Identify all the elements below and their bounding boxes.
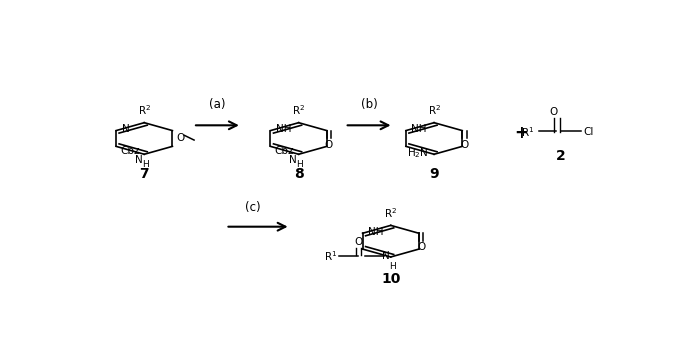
Text: O: O (549, 107, 558, 117)
Text: H$_2$N: H$_2$N (407, 147, 428, 160)
Text: N: N (289, 155, 297, 165)
Text: Cbz: Cbz (275, 146, 294, 156)
Text: (c): (c) (245, 200, 261, 213)
Text: N: N (122, 124, 129, 134)
Text: 10: 10 (381, 272, 401, 286)
Text: NH: NH (368, 227, 384, 237)
Text: R$^2$: R$^2$ (138, 103, 151, 117)
Text: (b): (b) (361, 98, 377, 111)
Text: 2: 2 (556, 148, 565, 162)
Text: H: H (296, 160, 303, 169)
Text: H: H (389, 262, 396, 271)
Text: N: N (382, 251, 389, 261)
Text: O: O (417, 242, 425, 252)
Text: 9: 9 (429, 167, 439, 181)
Text: R$^2$: R$^2$ (292, 103, 305, 117)
Text: 7: 7 (139, 167, 149, 181)
Text: O: O (354, 237, 362, 247)
Text: Cl: Cl (583, 127, 593, 137)
Text: 8: 8 (294, 167, 303, 181)
Text: H: H (142, 160, 149, 169)
Text: (a): (a) (209, 98, 226, 111)
Text: N: N (135, 155, 143, 165)
Text: O: O (177, 133, 185, 143)
Text: R$^1$: R$^1$ (521, 125, 534, 139)
Text: +: + (514, 124, 528, 142)
Text: NH: NH (276, 124, 291, 134)
Text: O: O (460, 140, 468, 150)
Text: O: O (325, 140, 333, 150)
Text: R$^1$: R$^1$ (324, 249, 337, 263)
Text: NH: NH (411, 124, 427, 134)
Text: R$^2$: R$^2$ (428, 103, 440, 117)
Text: Cbz: Cbz (120, 146, 140, 156)
Text: R$^2$: R$^2$ (384, 206, 397, 220)
